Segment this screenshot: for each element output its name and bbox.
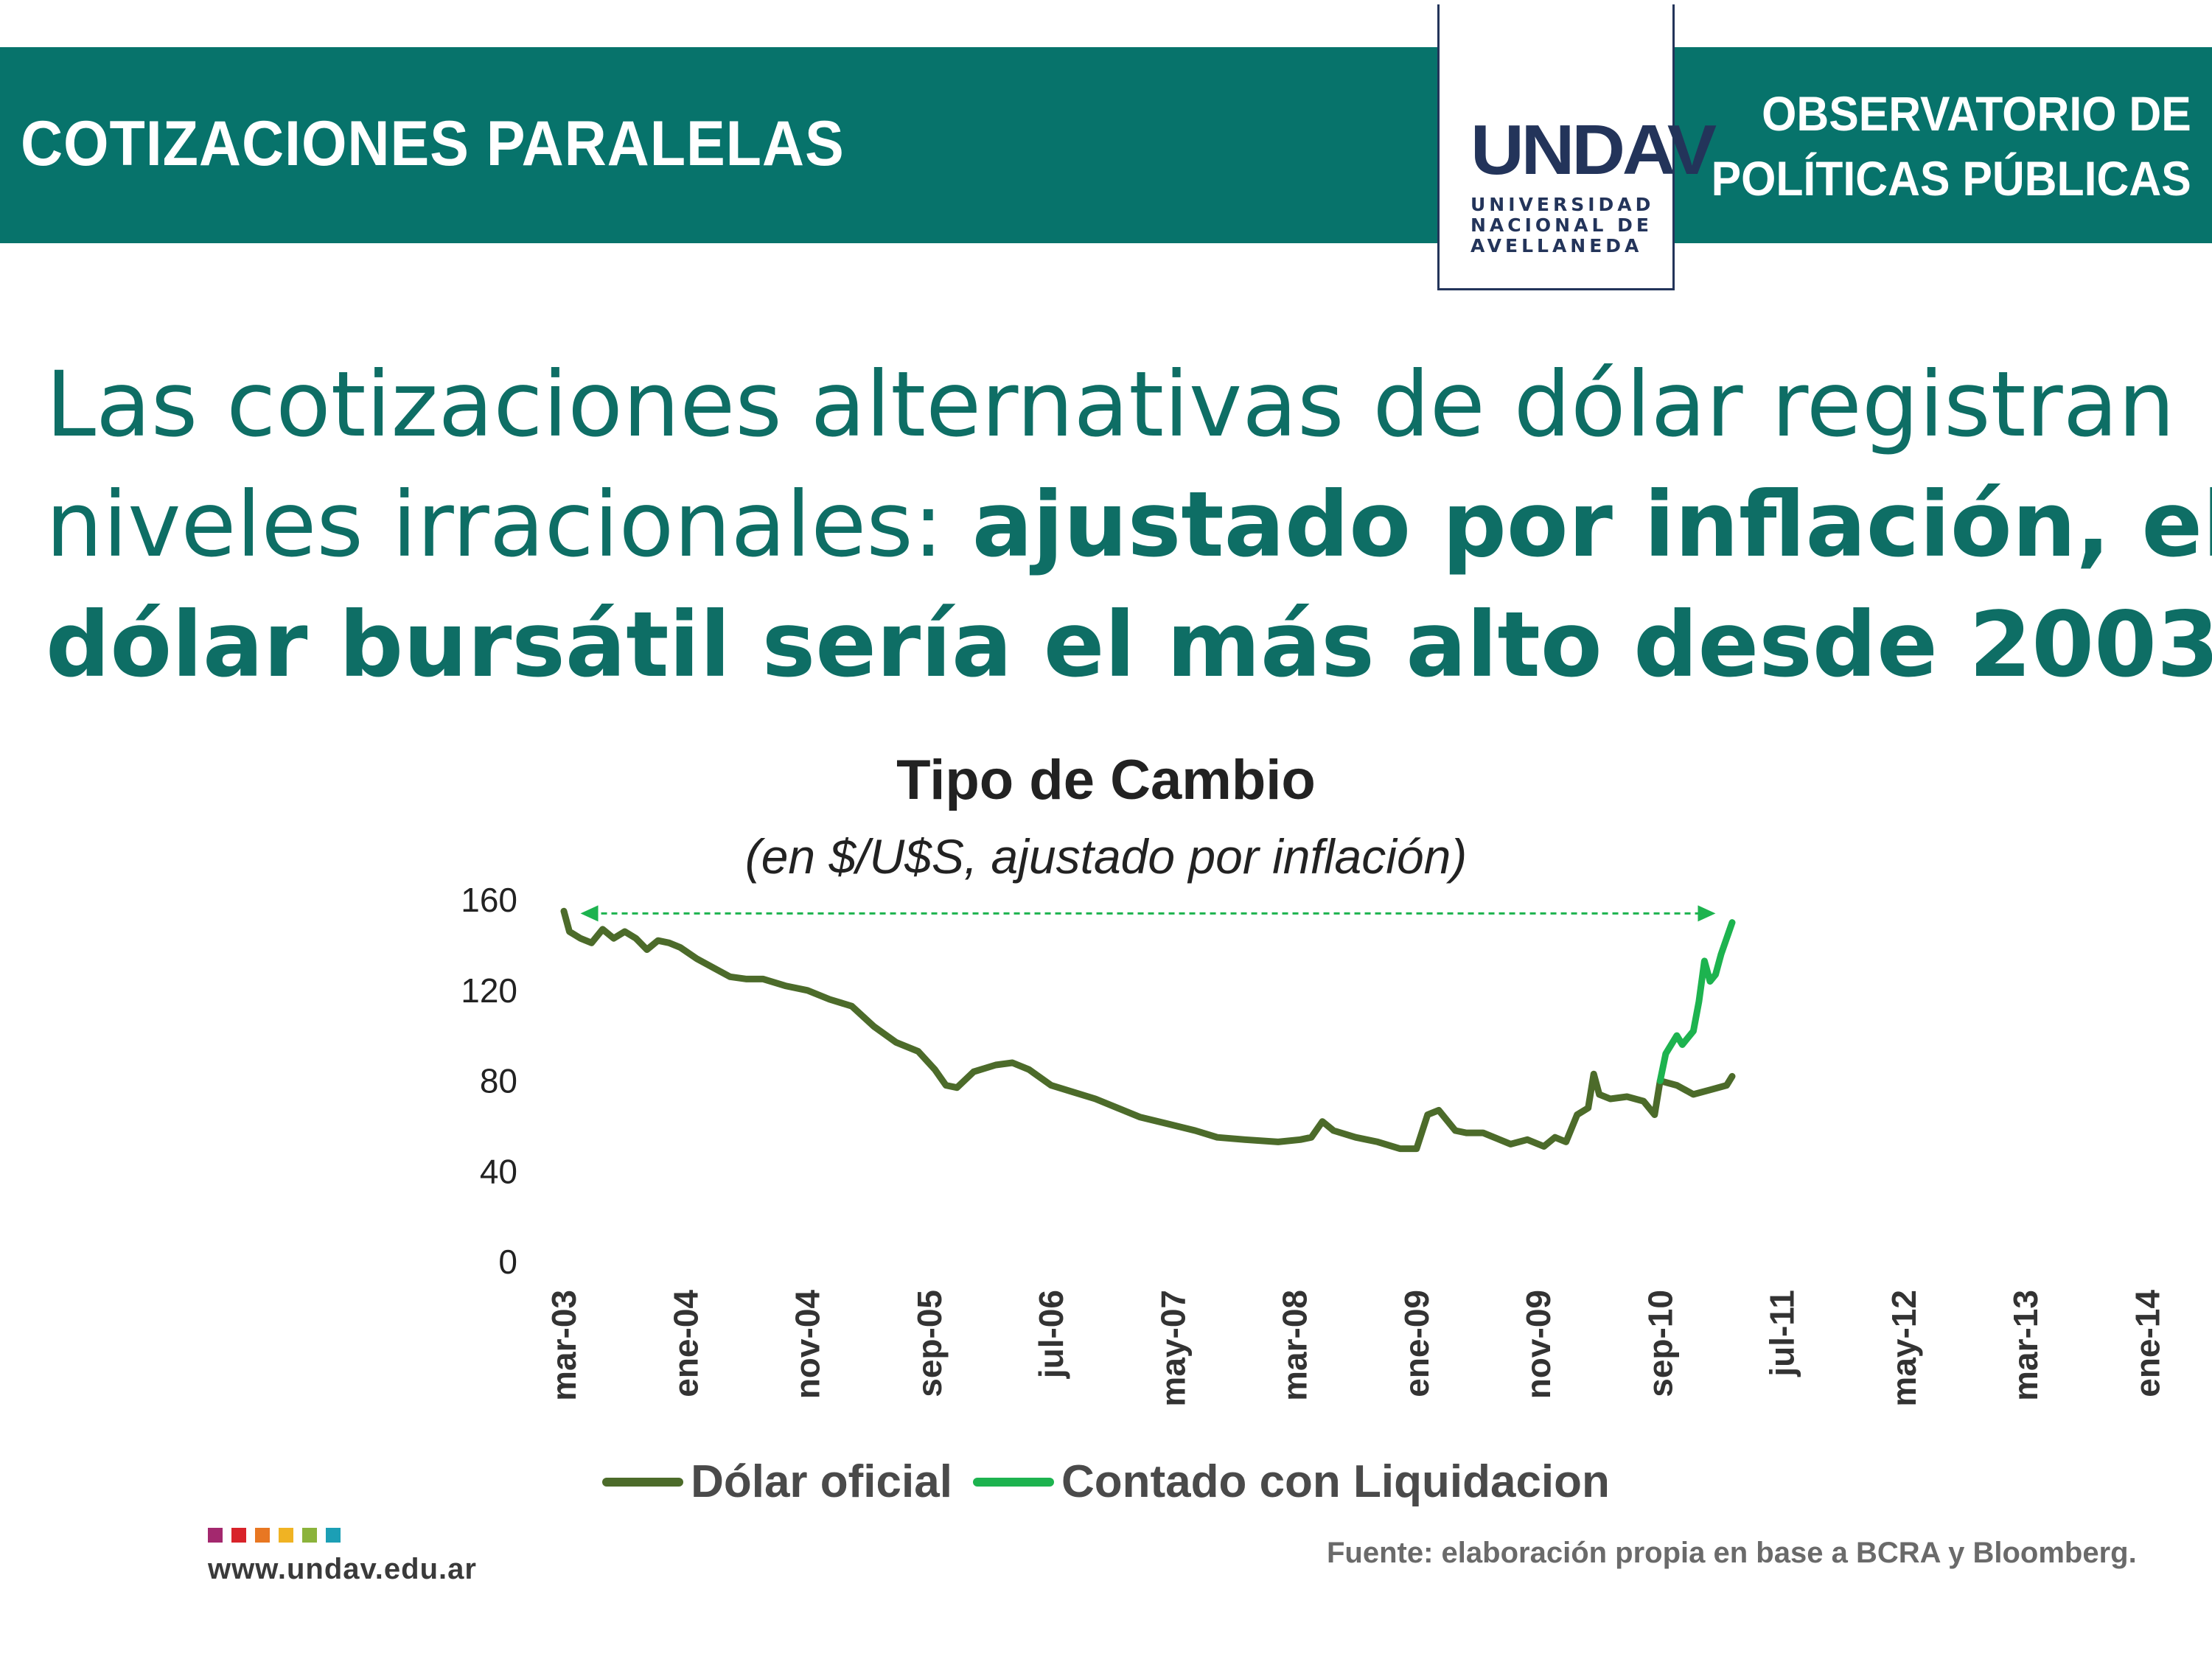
headline-line3: dólar bursátil sería el más alto desde 2… <box>46 593 2212 697</box>
headline-line1: Las cotizaciones alternativas de dólar r… <box>46 352 2175 457</box>
x-tick-label: mar-03 <box>545 1290 583 1401</box>
brand-dot <box>326 1528 341 1543</box>
logo-text: UNIVERSIDAD NACIONAL DE AVELLANEDA <box>1470 195 1655 256</box>
brand-dot <box>255 1528 270 1543</box>
legend-swatch-oficial <box>602 1477 684 1487</box>
section-title: COTIZACIONES PARALELAS <box>21 108 845 179</box>
series-line-oficial <box>560 907 1736 1153</box>
undav-logo: UNDAV UNIVERSIDAD NACIONAL DE AVELLANEDA <box>1437 4 1717 290</box>
y-tick-label: 40 <box>480 1152 517 1190</box>
y-tick-label: 120 <box>461 971 517 1010</box>
chart-title: Tipo de Cambio <box>896 749 1316 811</box>
observatory-line2: POLÍTICAS PÚBLICAS <box>1711 151 2191 206</box>
website-link[interactable]: www.undav.edu.ar <box>208 1553 477 1585</box>
x-tick-label: ene-09 <box>1398 1290 1436 1397</box>
x-tick-label: ene-14 <box>2128 1290 2166 1397</box>
y-tick-label: 80 <box>480 1062 517 1100</box>
legend-item-oficial: Dólar oficial <box>602 1456 952 1508</box>
brand-dot <box>231 1528 246 1543</box>
x-tick-label: may-07 <box>1154 1290 1192 1407</box>
x-tick-label: mar-08 <box>1276 1290 1314 1401</box>
logo-mark: UNDAV <box>1470 111 1717 189</box>
legend-swatch-ccl <box>972 1477 1054 1487</box>
legend-item-ccl: Contado con Liquidacion <box>972 1456 1610 1508</box>
brand-dot <box>302 1528 317 1543</box>
chart-legend: Dólar oficial Contado con Liquidacion <box>0 1456 2212 1508</box>
series-line-ccl <box>1656 919 1736 1084</box>
brand-dot <box>208 1528 223 1543</box>
chart-subtitle: (en $/U$S, ajustado por inflación) <box>744 829 1468 884</box>
x-tick-label: may-12 <box>1885 1290 1923 1407</box>
y-tick-label: 160 <box>461 881 517 919</box>
x-tick-label: jul-11 <box>1763 1290 1801 1377</box>
observatory-label: OBSERVATORIO DE POLÍTICAS PÚBLICAS <box>1712 81 2191 211</box>
span-arrow-head-right <box>1698 905 1716 922</box>
headline-line2-regular: niveles irracionales: <box>46 472 972 577</box>
headline: Las cotizaciones alternativas de dólar r… <box>46 345 2212 705</box>
y-tick-label: 0 <box>498 1243 517 1281</box>
logo-line3: AVELLANEDA <box>1470 235 1643 256</box>
legend-label-oficial: Dólar oficial <box>691 1456 952 1507</box>
headline-line2: niveles irracionales: ajustado por infla… <box>46 465 2212 585</box>
x-tick-label: ene-04 <box>666 1290 705 1397</box>
x-tick-label: sep-10 <box>1641 1290 1679 1397</box>
x-tick-label: nov-04 <box>789 1290 827 1400</box>
observatory-line1: OBSERVATORIO DE <box>1762 86 2191 141</box>
x-tick-label: sep-05 <box>910 1290 949 1397</box>
x-tick-label: nov-09 <box>1519 1290 1557 1399</box>
brand-color-dots <box>208 1528 349 1543</box>
brand-dot <box>279 1528 293 1543</box>
headline-line2-bold: ajustado por inflación, el <box>971 472 2212 577</box>
header-band <box>0 47 2212 243</box>
logo-line1: UNIVERSIDAD <box>1470 194 1655 215</box>
logo-line2: NACIONAL DE <box>1470 214 1653 236</box>
span-arrow-head-left <box>580 905 599 922</box>
x-tick-label: mar-13 <box>2006 1290 2045 1401</box>
x-tick-label: jul-06 <box>1032 1290 1070 1379</box>
legend-label-ccl: Contado con Liquidacion <box>1061 1456 1610 1507</box>
source-note: Fuente: elaboración propia en base a BCR… <box>1327 1537 2137 1569</box>
